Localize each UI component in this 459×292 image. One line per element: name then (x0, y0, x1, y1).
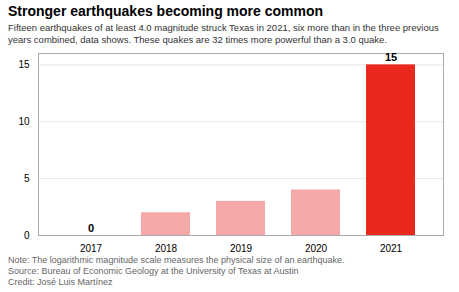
svg-text:10: 10 (18, 116, 30, 127)
svg-text:2020: 2020 (305, 243, 328, 254)
svg-text:2018: 2018 (155, 243, 178, 254)
html-text:Stronger earthquakes becoming: Stronger earthquakes becoming more commo… (8, 3, 324, 19)
html-text:Source: Bureau of Economic Geo: Source: Bureau of Economic Geology at th… (8, 266, 299, 276)
svg-text:5: 5 (24, 173, 30, 184)
html-text:Credit: José Luis Martínez: Credit: José Luis Martínez (8, 277, 113, 287)
svg-text:15: 15 (18, 59, 30, 70)
html-text:Fifteen earthquakes of at leas: Fifteen earthquakes of at least 4.0 magn… (8, 22, 439, 45)
svg-text:0: 0 (24, 230, 30, 241)
svg-text:2019: 2019 (230, 243, 253, 254)
html-text:Note: The logarithmic magnitud: Note: The logarithmic magnitude scale me… (8, 255, 345, 265)
svg-text:0: 0 (88, 222, 94, 234)
svg-text:15: 15 (385, 51, 397, 63)
svg-text:2017: 2017 (80, 243, 103, 254)
svg-text:2021: 2021 (380, 243, 403, 254)
